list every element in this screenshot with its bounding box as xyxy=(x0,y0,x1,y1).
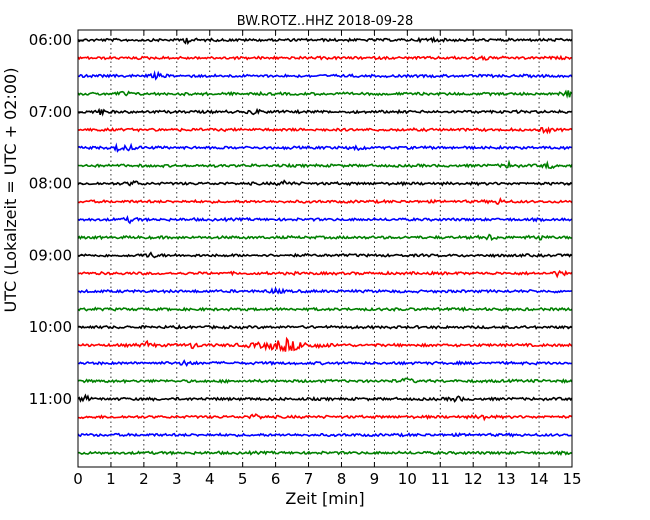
x-gridlines xyxy=(110,30,540,467)
trace-line xyxy=(77,179,573,187)
trace-line xyxy=(77,269,573,279)
x-tick-label: 6 xyxy=(271,470,281,488)
x-tick-label: 5 xyxy=(238,470,248,488)
trace-line xyxy=(77,196,573,206)
trace-line xyxy=(77,36,573,46)
trace-line xyxy=(77,89,573,99)
x-tick-label: 11 xyxy=(431,470,450,488)
trace-line xyxy=(77,449,573,456)
x-tick-label: 9 xyxy=(370,470,380,488)
trace-line xyxy=(77,214,573,225)
trace-line xyxy=(77,70,573,81)
x-axis-ticks: 0 1 2 3 4 5 6 7 8 9 10 11 12 13 14 15 xyxy=(73,30,582,488)
trace-line xyxy=(77,431,573,438)
x-tick-label: 12 xyxy=(464,470,483,488)
x-tick-label: 7 xyxy=(304,470,314,488)
x-tick-label: 14 xyxy=(530,470,549,488)
x-tick-label: 1 xyxy=(106,470,116,488)
y-tick-label: 07:00 xyxy=(29,103,72,121)
trace-line xyxy=(77,393,573,403)
x-tick-label: 8 xyxy=(337,470,347,488)
trace-line xyxy=(77,251,573,259)
trace-line xyxy=(77,142,573,153)
x-tick-label: 2 xyxy=(139,470,149,488)
x-tick-label: 10 xyxy=(398,470,417,488)
trace-line xyxy=(77,286,573,295)
trace-line xyxy=(77,159,573,170)
trace-series xyxy=(77,36,573,456)
y-tick-label: 11:00 xyxy=(29,390,72,408)
trace-line xyxy=(77,359,573,368)
trace-line xyxy=(77,107,573,117)
x-tick-label: 3 xyxy=(172,470,182,488)
trace-line xyxy=(77,413,573,422)
trace-line xyxy=(77,233,573,242)
y-tick-label: 10:00 xyxy=(29,318,72,336)
y-axis-ticks: 06:00 07:00 08:00 09:00 10:00 11:00 xyxy=(29,31,572,408)
trace-line xyxy=(77,324,573,330)
x-tick-label: 0 xyxy=(73,470,83,488)
trace-line xyxy=(77,306,573,313)
trace-line xyxy=(77,336,573,353)
trace-line xyxy=(77,377,573,384)
plot-frame xyxy=(77,29,573,468)
chart-title: BW.ROTZ..HHZ 2018-09-28 xyxy=(237,14,413,29)
y-axis-label: UTC (Lokalzeit = UTC + 02:00) xyxy=(1,68,20,313)
trace-line xyxy=(77,54,573,62)
x-tick-label: 13 xyxy=(497,470,516,488)
x-tick-label: 15 xyxy=(562,470,581,488)
trace-line xyxy=(77,126,573,135)
x-tick-label: 4 xyxy=(205,470,215,488)
x-axis-label: Zeit [min] xyxy=(285,489,364,508)
y-tick-label: 06:00 xyxy=(29,31,72,49)
y-tick-label: 08:00 xyxy=(29,175,72,193)
y-tick-label: 09:00 xyxy=(29,246,72,264)
